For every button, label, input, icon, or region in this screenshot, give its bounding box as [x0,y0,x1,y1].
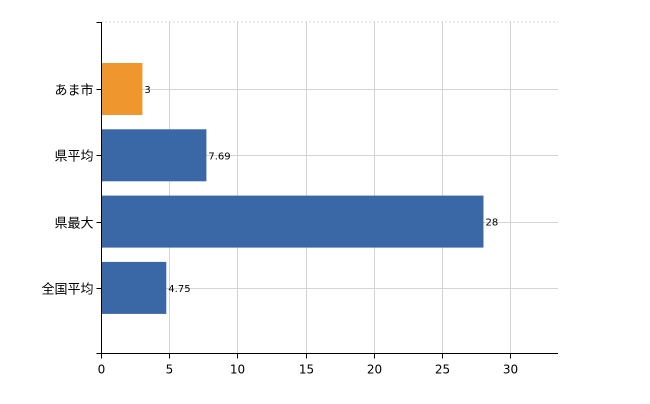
x-tick-label-6: 30 [503,363,518,377]
category-label-3: 全国平均 [41,282,93,298]
x-tick-label-0: 0 [98,363,106,377]
data-label-0: 3 [144,85,150,96]
category-label-1: 県平均 [54,150,93,165]
category-label-2: 県最大 [54,217,93,232]
data-label-3: 4.75 [168,284,190,295]
bar-2 [101,195,484,248]
category-label-0: あま市 [54,83,93,99]
data-label-2: 28 [485,218,498,229]
data-label-1: 7.69 [208,151,230,162]
bar-0 [101,63,143,115]
x-tick-label-1: 5 [166,363,174,377]
bar-1 [101,129,207,182]
axis-layer [96,22,558,359]
bar-layer [101,63,484,314]
x-tick-label-4: 20 [367,363,382,377]
x-tick-label-5: 25 [435,363,450,377]
x-tick-label-3: 15 [299,363,314,377]
grid-layer [101,21,558,353]
bar-3 [101,261,167,314]
x-tick-label-2: 10 [230,363,245,377]
